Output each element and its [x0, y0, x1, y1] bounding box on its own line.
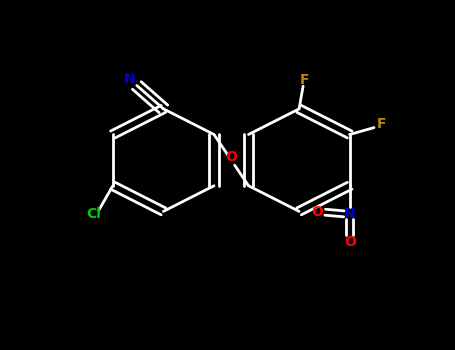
Text: F: F — [377, 117, 386, 131]
Text: Cl: Cl — [86, 208, 101, 222]
Text: F: F — [300, 72, 310, 86]
Text: O: O — [225, 150, 237, 164]
Text: N: N — [344, 207, 355, 221]
Text: N: N — [123, 72, 135, 86]
Text: O: O — [344, 235, 356, 249]
Text: O: O — [312, 205, 324, 219]
